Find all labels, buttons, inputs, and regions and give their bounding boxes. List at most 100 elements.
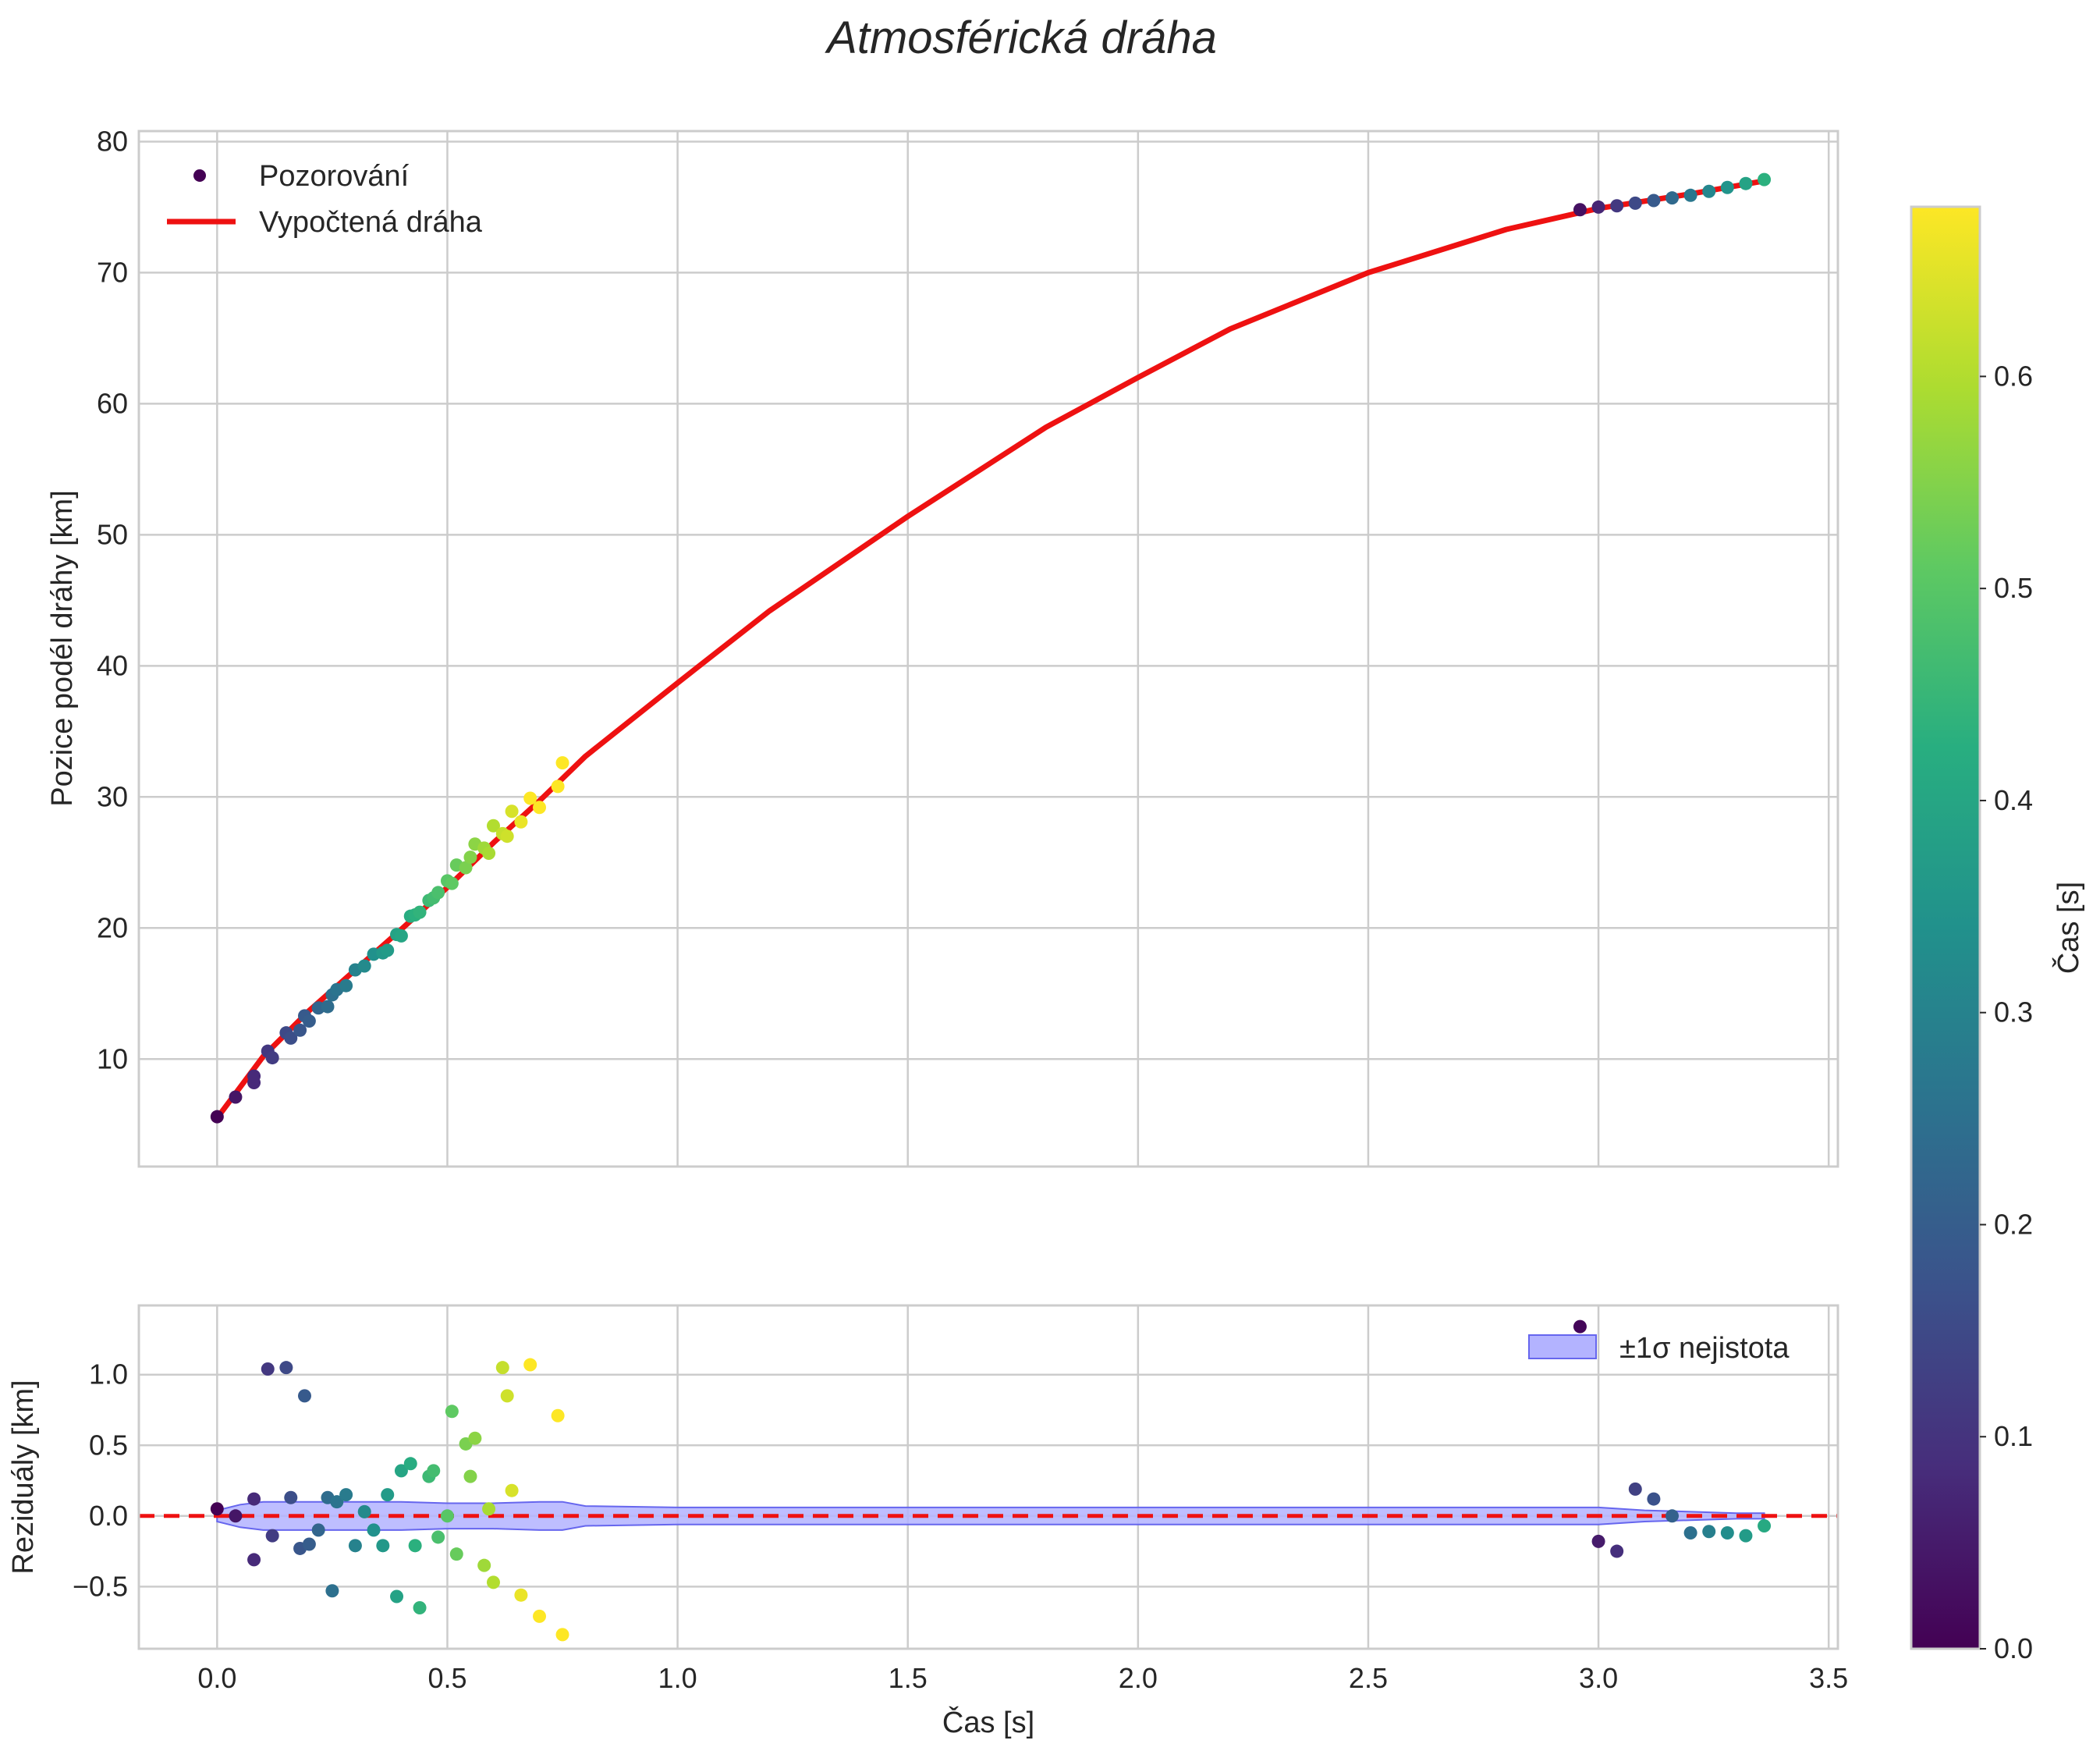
observation-point xyxy=(302,1014,316,1028)
top-y-tick-label: 50 xyxy=(97,518,128,550)
top-fit-layer xyxy=(215,178,1765,1120)
residual-point xyxy=(376,1539,390,1553)
observation-point xyxy=(1758,172,1772,186)
bottom-y-axis-label: Reziduály [km] xyxy=(7,1380,40,1574)
residual-point xyxy=(440,1509,454,1523)
colorbar-tick-labels: 0.0 0.1 0.2 0.3 0.4 0.5 0.6 xyxy=(1980,360,2033,1664)
observation-point xyxy=(459,861,473,875)
observation-point xyxy=(1720,180,1734,194)
residual-point xyxy=(302,1537,316,1551)
observation-point xyxy=(413,905,427,919)
fit-curve-line xyxy=(215,178,1765,1120)
bottom-x-tick-labels: 0.0 0.5 1.0 1.5 2.0 2.5 3.0 3.5 xyxy=(197,1662,1848,1694)
chart-title: Atmosférická dráha xyxy=(825,12,1217,63)
top-y-tick-label: 20 xyxy=(97,911,128,943)
observation-point xyxy=(210,1110,224,1124)
residual-point xyxy=(229,1509,243,1523)
colorbar-gradient xyxy=(1910,205,1981,1650)
residual-point xyxy=(330,1495,344,1509)
observation-point xyxy=(1665,191,1680,205)
observation-point xyxy=(265,1051,279,1065)
residual-point xyxy=(463,1469,477,1483)
residual-point xyxy=(1665,1509,1680,1523)
residual-point xyxy=(357,1504,371,1518)
observation-point xyxy=(339,978,353,993)
residual-point xyxy=(505,1483,519,1497)
residual-point xyxy=(1758,1518,1772,1532)
top-y-axis-label: Pozice podél dráhy [km] xyxy=(46,490,79,807)
observation-point xyxy=(1573,203,1587,217)
residual-point xyxy=(394,1464,408,1478)
bottom-y-tick-label: 0.0 xyxy=(89,1500,128,1532)
residual-point xyxy=(1702,1525,1716,1539)
observation-point xyxy=(394,929,408,943)
top-y-tick-label: 70 xyxy=(97,256,128,288)
colorbar-tick-label: 0.5 xyxy=(1994,572,2033,604)
observation-point xyxy=(482,847,496,861)
residual-point xyxy=(495,1361,509,1375)
residual-point xyxy=(486,1575,500,1589)
bottom-y-tick-label: −0.5 xyxy=(73,1570,128,1602)
residual-point xyxy=(427,1464,441,1478)
x-tick-label: 0.5 xyxy=(427,1662,466,1694)
x-tick-label: 3.0 xyxy=(1579,1662,1618,1694)
top-observation-points xyxy=(210,172,1772,1124)
colorbar-tick-label: 0.6 xyxy=(1994,360,2033,392)
residual-point xyxy=(551,1408,565,1422)
residual-point xyxy=(311,1523,325,1537)
residual-point xyxy=(381,1488,395,1502)
residual-point xyxy=(500,1389,514,1403)
residual-point xyxy=(449,1547,463,1561)
residual-point xyxy=(533,1609,547,1623)
observation-point xyxy=(555,756,569,770)
top-y-tick-label: 60 xyxy=(97,387,128,419)
observation-point xyxy=(293,1023,307,1037)
colorbar-tick-label: 0.1 xyxy=(1994,1420,2033,1452)
observation-point xyxy=(431,886,445,900)
colorbar-tick-label: 0.2 xyxy=(1994,1208,2033,1240)
legend-marker-observations xyxy=(193,169,206,182)
top-y-tick-labels: 10 20 30 40 50 60 70 80 xyxy=(97,125,128,1074)
residual-point xyxy=(445,1405,459,1419)
observation-point xyxy=(486,819,500,833)
residual-point xyxy=(1647,1492,1661,1506)
x-tick-label: 2.5 xyxy=(1349,1662,1388,1694)
residual-point xyxy=(477,1558,491,1572)
legend-label-uncertainty: ±1σ nejistota xyxy=(1619,1332,1790,1365)
residual-point xyxy=(367,1523,381,1537)
residual-point xyxy=(514,1588,528,1602)
observation-point xyxy=(1647,194,1661,208)
residual-point xyxy=(1628,1482,1642,1496)
bottom-y-tick-label: 0.5 xyxy=(89,1429,128,1461)
residual-point xyxy=(413,1600,427,1614)
observation-point xyxy=(523,791,537,805)
residual-point xyxy=(555,1628,569,1642)
observation-point xyxy=(500,829,514,843)
residual-point xyxy=(431,1530,445,1544)
residual-point xyxy=(1683,1526,1697,1540)
top-y-tick-label: 10 xyxy=(97,1042,128,1074)
residual-point xyxy=(247,1492,261,1506)
residual-point xyxy=(1591,1534,1605,1548)
observation-point xyxy=(505,804,519,819)
residual-point xyxy=(403,1457,417,1471)
legend-label-observations: Pozorování xyxy=(259,160,410,193)
observation-point xyxy=(229,1090,243,1104)
top-y-tick-label: 30 xyxy=(97,780,128,812)
residual-point xyxy=(265,1529,279,1543)
colorbar-tick-label: 0.4 xyxy=(1994,784,2033,816)
colorbar-tick-label: 0.0 xyxy=(1994,1632,2033,1664)
residual-point xyxy=(1573,1319,1587,1334)
residual-point xyxy=(247,1553,261,1567)
observation-point xyxy=(445,876,459,890)
residual-point xyxy=(297,1389,311,1403)
residual-point xyxy=(468,1431,482,1445)
observation-point xyxy=(1683,188,1697,202)
residual-point xyxy=(408,1539,422,1553)
residual-point xyxy=(339,1488,353,1502)
residual-point xyxy=(482,1502,496,1516)
top-grid xyxy=(139,131,1838,1167)
colorbar-tick-label: 0.3 xyxy=(1994,996,2033,1028)
observation-point xyxy=(357,959,371,973)
